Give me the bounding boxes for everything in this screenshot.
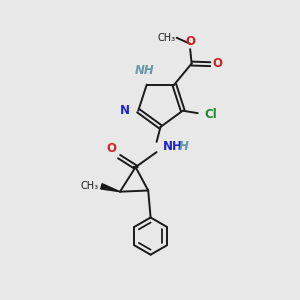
Text: NH: NH — [163, 140, 182, 153]
Text: N: N — [120, 103, 130, 117]
Text: O: O — [185, 35, 195, 48]
Text: NH: NH — [134, 64, 154, 77]
Text: H: H — [179, 140, 189, 154]
Text: CH₃: CH₃ — [157, 33, 175, 43]
Text: Cl: Cl — [205, 108, 218, 121]
Polygon shape — [100, 184, 120, 192]
Text: CH₃: CH₃ — [80, 181, 98, 191]
Text: O: O — [213, 57, 223, 70]
Text: O: O — [107, 142, 117, 155]
